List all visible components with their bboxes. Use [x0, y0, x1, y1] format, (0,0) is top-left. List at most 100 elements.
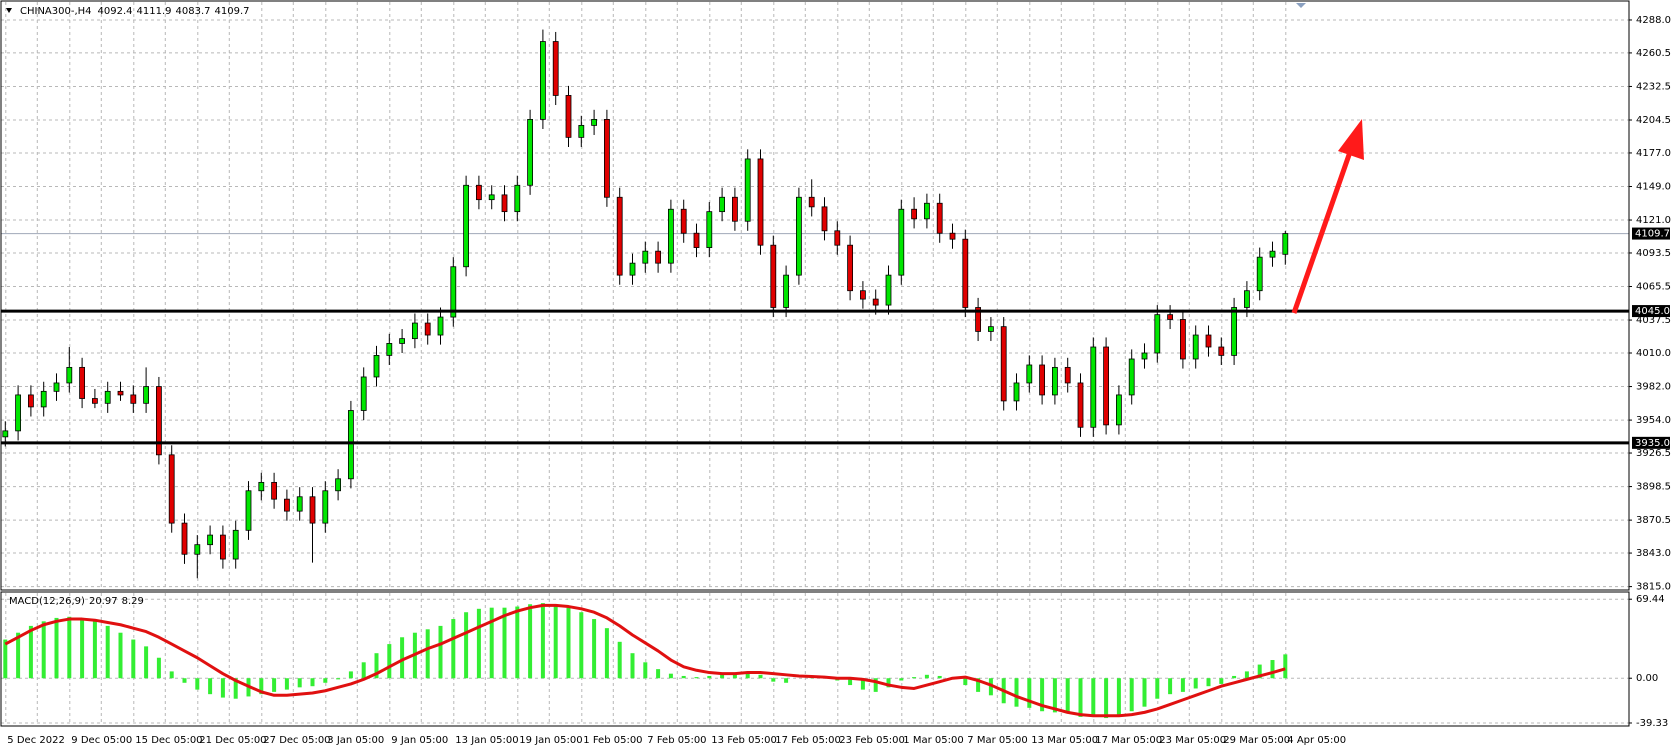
candle-body: [1244, 290, 1250, 308]
candle-body: [565, 95, 572, 138]
y-tick-label: 0.00: [1636, 673, 1658, 684]
candle-body: [552, 41, 559, 96]
macd-bar: [1014, 678, 1019, 707]
candle-body: [616, 196, 623, 276]
candle-body: [271, 481, 278, 500]
shift-marker: [1296, 3, 1306, 8]
macd-bar: [1257, 664, 1262, 679]
macd-bar: [1065, 678, 1070, 714]
macd-bar: [1180, 678, 1185, 692]
candle-body: [347, 410, 354, 480]
macd-bar: [1219, 678, 1224, 684]
candle-body: [130, 394, 137, 404]
macd-bar: [336, 678, 341, 680]
macd-bar: [195, 678, 200, 690]
candle-body: [219, 534, 226, 560]
macd-bar: [297, 678, 302, 688]
x-tick-label: 5 Dec 2022: [7, 735, 65, 746]
signal-value: 8.29: [122, 596, 144, 607]
macd-bar: [105, 625, 110, 679]
candle-body: [488, 194, 495, 201]
candle-body: [79, 366, 85, 399]
y-tick-label: 4204.5: [1636, 115, 1671, 126]
candle-body: [104, 390, 111, 404]
candle-body: [936, 202, 943, 234]
close: 4109.7: [215, 6, 250, 17]
candle-body: [1154, 314, 1161, 354]
macd-bar: [1142, 678, 1147, 707]
y-tick-label: 4149.0: [1636, 181, 1671, 192]
macd-bar: [784, 678, 789, 683]
macd-bar: [656, 669, 661, 679]
macd-bar: [745, 671, 750, 679]
current-price-box: [1632, 227, 1670, 240]
candle-body: [232, 529, 239, 560]
candle-body: [322, 490, 329, 524]
macd-bar: [848, 678, 853, 686]
macd-bar: [67, 616, 72, 679]
candle-body: [719, 196, 725, 213]
candle-body: [373, 354, 380, 378]
macd-bar: [464, 612, 469, 679]
candle-body: [258, 481, 265, 492]
macd-bar: [860, 678, 865, 690]
macd-bar: [681, 675, 686, 679]
macd-bar: [515, 606, 520, 679]
candle-body: [27, 394, 34, 408]
macd-bar: [54, 617, 59, 679]
candle-body: [245, 490, 252, 531]
candle-body: [527, 119, 533, 186]
y-tick-label: 69.44: [1636, 594, 1665, 605]
macd-bar: [976, 678, 981, 692]
macd-bar: [694, 677, 699, 679]
candle-body: [53, 382, 60, 392]
candle-body: [1077, 382, 1084, 428]
macd-bar: [144, 646, 149, 679]
y-tick-label: 3898.5: [1636, 482, 1671, 493]
macd-bar: [1027, 678, 1032, 708]
y-tick-label: 3926.5: [1636, 448, 1671, 459]
candle-body: [680, 208, 687, 234]
candle-body: [1282, 233, 1289, 255]
macd-bar: [387, 644, 392, 679]
macd-bar: [771, 678, 776, 682]
arrow-annotation: [1291, 119, 1364, 314]
macd-pane-frame: [0, 591, 1630, 727]
macd-bar: [374, 653, 379, 679]
candle-body: [924, 202, 930, 220]
y-tick-label: 4065.5: [1636, 282, 1671, 293]
candle-body: [399, 338, 406, 344]
candle-body: [1116, 394, 1122, 426]
macd-bar: [566, 607, 571, 679]
candle-body: [1052, 366, 1058, 396]
macd-bar: [3, 639, 8, 679]
menu-triangle[interactable]: [6, 8, 12, 13]
macd-bar: [630, 653, 635, 679]
macd-bar: [272, 678, 277, 692]
candle-body: [66, 366, 73, 384]
candle-body: [143, 386, 150, 404]
macd-info: MACD(12,26,9) 20.97 8.29: [9, 596, 144, 607]
candle-body: [40, 390, 47, 408]
macd-bar: [476, 608, 481, 679]
x-tick-label: 1 Mar 05:00: [903, 735, 963, 746]
candle-body: [949, 232, 956, 240]
macd-bar: [924, 674, 929, 679]
macd-bar: [604, 628, 609, 679]
plot: [1, 29, 1629, 719]
candle-body: [514, 184, 521, 213]
candle-body: [1013, 382, 1020, 402]
candle-body: [92, 398, 98, 404]
candle-body: [706, 211, 713, 248]
candle-body: [194, 544, 201, 555]
candle-body: [1231, 307, 1237, 356]
y-tick-label: -39.33: [1636, 718, 1668, 729]
macd-bar: [92, 621, 97, 679]
y-tick-label: 3954.0: [1636, 415, 1671, 426]
candle-body: [578, 124, 585, 138]
candle-body: [834, 230, 841, 246]
x-tick-label: 23 Mar 05:00: [1159, 735, 1226, 746]
x-tick-label: 7 Mar 05:00: [967, 735, 1027, 746]
